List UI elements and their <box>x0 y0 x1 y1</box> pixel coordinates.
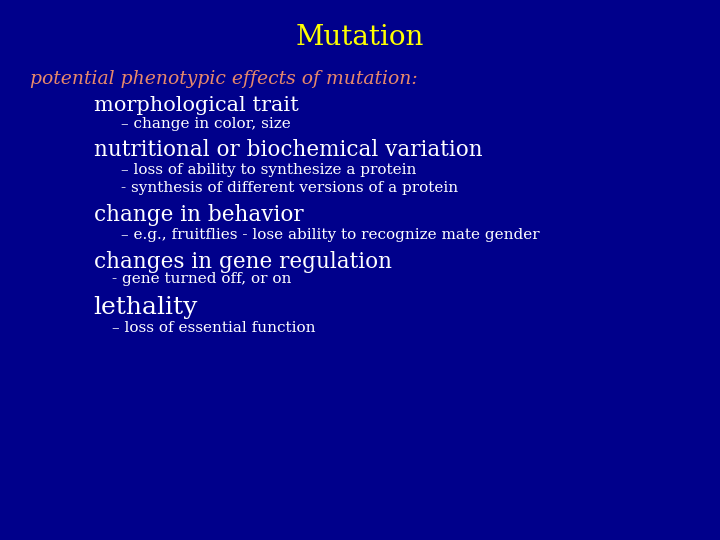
Text: Mutation: Mutation <box>296 24 424 51</box>
Text: morphological trait: morphological trait <box>94 96 298 115</box>
Text: changes in gene regulation: changes in gene regulation <box>94 251 392 273</box>
Text: – loss of essential function: – loss of essential function <box>112 321 315 335</box>
Text: potential phenotypic effects of mutation:: potential phenotypic effects of mutation… <box>30 70 418 88</box>
Text: - gene turned off, or on: - gene turned off, or on <box>112 272 291 286</box>
Text: – e.g., fruitflies - lose ability to recognize mate gender: – e.g., fruitflies - lose ability to rec… <box>121 228 539 242</box>
Text: – change in color, size: – change in color, size <box>121 117 291 131</box>
Text: nutritional or biochemical variation: nutritional or biochemical variation <box>94 139 482 161</box>
Text: change in behavior: change in behavior <box>94 204 303 226</box>
Text: - synthesis of different versions of a protein: - synthesis of different versions of a p… <box>121 181 458 195</box>
Text: – loss of ability to synthesize a protein: – loss of ability to synthesize a protei… <box>121 163 416 177</box>
Text: lethality: lethality <box>94 296 198 319</box>
